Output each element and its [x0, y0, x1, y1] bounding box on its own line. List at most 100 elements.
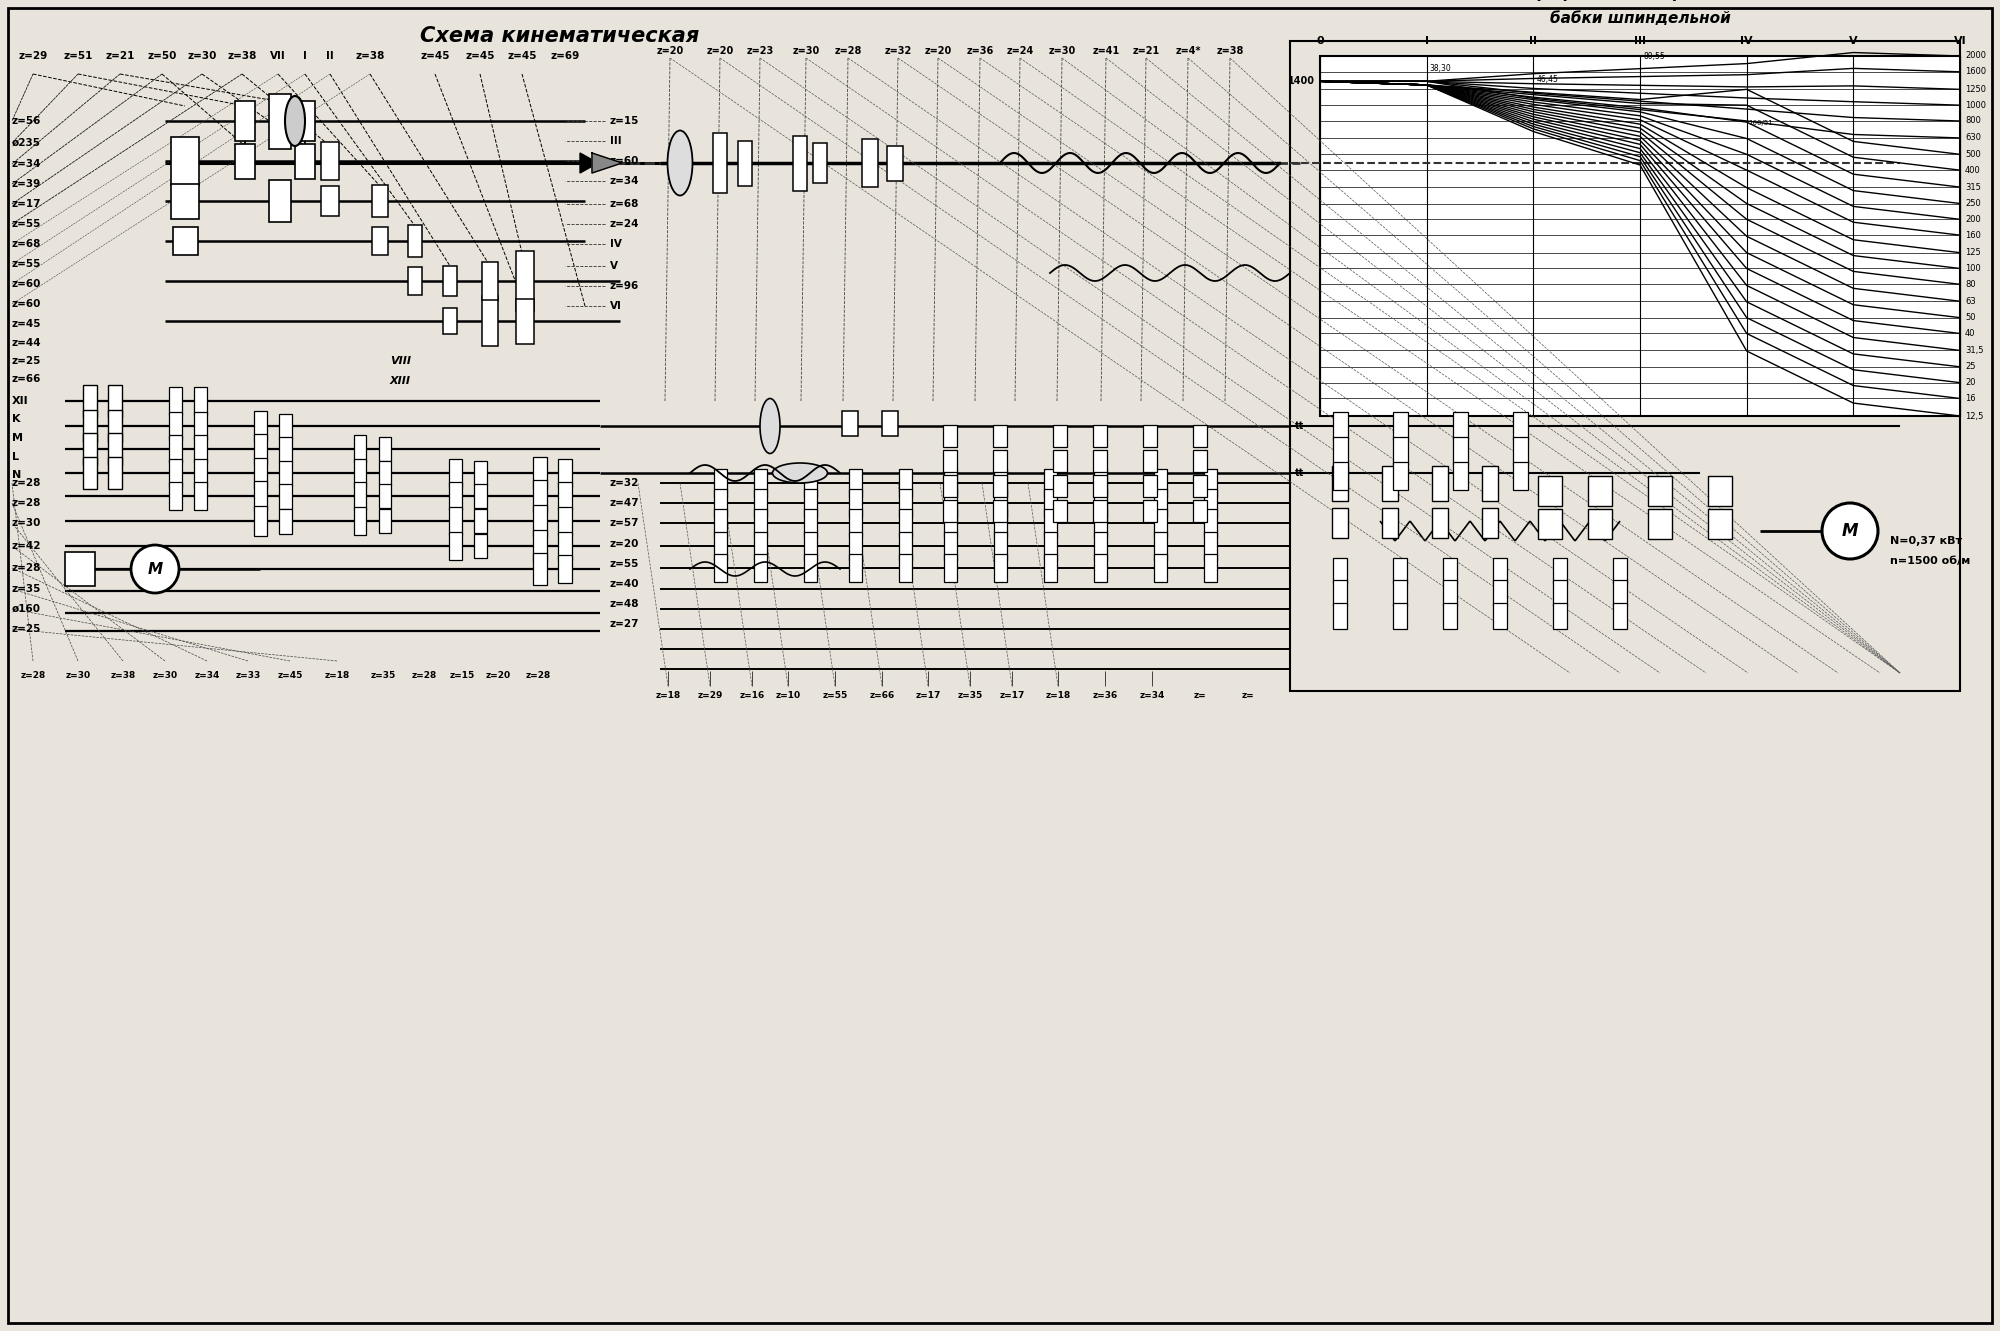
Bar: [1204, 488, 1216, 516]
Bar: [380, 484, 392, 508]
Text: M: M: [12, 433, 24, 443]
Text: z=35: z=35: [12, 584, 42, 594]
Bar: [1708, 508, 1732, 539]
Text: z=4*: z=4*: [1176, 47, 1200, 56]
Text: V: V: [610, 261, 618, 272]
Bar: [1154, 469, 1166, 496]
Text: z=68: z=68: [12, 240, 42, 249]
Text: z=60: z=60: [610, 156, 640, 166]
Ellipse shape: [760, 398, 780, 454]
Text: ø160: ø160: [12, 604, 40, 614]
Text: z=38: z=38: [1216, 47, 1244, 56]
Bar: [474, 461, 486, 484]
Bar: [848, 469, 862, 496]
Bar: [1192, 425, 1208, 447]
Text: z=34: z=34: [1140, 691, 1164, 700]
Bar: [172, 137, 200, 185]
Text: 315: 315: [1964, 182, 1980, 192]
Bar: [994, 488, 1006, 516]
Bar: [380, 461, 392, 484]
Text: M: M: [1842, 522, 1858, 540]
Bar: [1538, 508, 1562, 539]
Bar: [792, 136, 808, 190]
Text: z=48: z=48: [610, 599, 640, 610]
Bar: [1320, 56, 1960, 417]
Bar: [278, 508, 292, 534]
Bar: [1332, 580, 1348, 606]
Bar: [194, 459, 206, 487]
Bar: [1648, 476, 1672, 506]
Bar: [168, 387, 182, 415]
Bar: [1552, 580, 1568, 606]
Text: z=18: z=18: [656, 691, 680, 700]
Text: z=30: z=30: [188, 51, 216, 61]
Text: VIII: VIII: [390, 355, 412, 366]
Text: 0: 0: [1316, 36, 1324, 47]
Bar: [1444, 580, 1456, 606]
Bar: [168, 435, 182, 463]
Bar: [1492, 580, 1508, 606]
Bar: [1648, 508, 1672, 539]
Bar: [992, 500, 1008, 522]
Text: IV: IV: [1740, 36, 1752, 47]
Bar: [558, 459, 572, 487]
Bar: [532, 552, 548, 586]
Bar: [1332, 603, 1348, 630]
Bar: [944, 488, 956, 516]
Bar: [408, 268, 422, 295]
Bar: [354, 459, 366, 487]
Bar: [898, 508, 912, 536]
Text: K: K: [12, 414, 20, 425]
Bar: [1204, 554, 1216, 582]
Bar: [842, 411, 858, 437]
Text: Схема кинематическая: Схема кинематическая: [420, 27, 700, 47]
Text: z=38: z=38: [110, 671, 136, 680]
Text: z=47: z=47: [610, 498, 640, 508]
Text: 160: 160: [1964, 230, 1980, 240]
Text: z=27: z=27: [610, 619, 640, 630]
Text: z=60: z=60: [12, 280, 42, 289]
Text: 630: 630: [1964, 133, 1980, 142]
Text: 125: 125: [1964, 248, 1980, 257]
Text: z=40: z=40: [610, 579, 640, 590]
Bar: [992, 425, 1008, 447]
Bar: [1482, 508, 1498, 538]
Text: z=42: z=42: [12, 540, 42, 551]
Bar: [320, 186, 340, 216]
Bar: [898, 469, 912, 496]
Text: z=35: z=35: [958, 691, 982, 700]
Text: I: I: [1424, 36, 1428, 47]
Bar: [408, 225, 422, 257]
Bar: [84, 385, 96, 417]
Text: z=24: z=24: [610, 220, 640, 229]
Bar: [1612, 603, 1628, 630]
Bar: [1052, 475, 1068, 496]
Bar: [1512, 462, 1528, 490]
Text: VI: VI: [1954, 36, 1966, 47]
Bar: [108, 433, 122, 465]
Bar: [1094, 508, 1106, 536]
Bar: [944, 450, 958, 473]
Bar: [108, 457, 122, 488]
Text: z=51: z=51: [64, 51, 92, 61]
Text: n=1500 об/м: n=1500 об/м: [1890, 556, 1970, 566]
Text: z=45: z=45: [508, 51, 536, 61]
Text: 31,5: 31,5: [1964, 346, 1984, 355]
Bar: [444, 307, 456, 334]
Bar: [804, 508, 816, 536]
Bar: [278, 461, 292, 486]
Text: z=20: z=20: [486, 671, 510, 680]
Bar: [1452, 437, 1468, 465]
Text: VI: VI: [610, 301, 622, 311]
Bar: [944, 469, 956, 496]
Text: z=20: z=20: [924, 47, 952, 56]
Text: ø235: ø235: [12, 138, 40, 148]
Text: z=45: z=45: [466, 51, 494, 61]
Bar: [354, 482, 366, 510]
Text: z=16: z=16: [740, 691, 764, 700]
Text: z=: z=: [1194, 691, 1206, 700]
Bar: [754, 554, 766, 582]
Bar: [1432, 508, 1448, 538]
Bar: [172, 184, 200, 218]
Bar: [516, 298, 534, 343]
